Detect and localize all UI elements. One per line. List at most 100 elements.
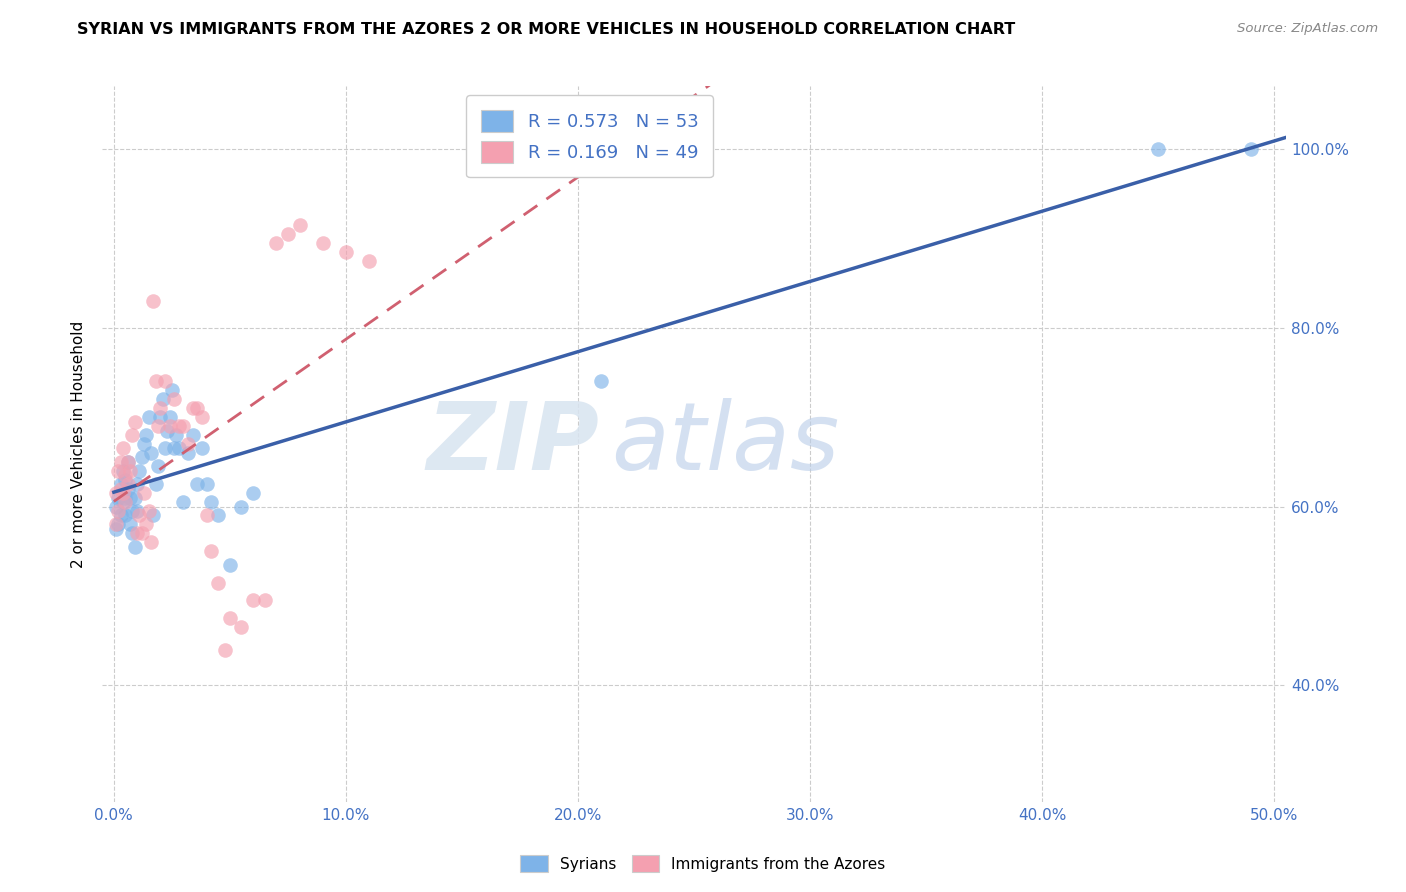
Point — [128, 464, 150, 478]
Point — [145, 375, 167, 389]
Point — [110, 477, 132, 491]
Point — [149, 401, 172, 416]
Text: atlas: atlas — [612, 399, 839, 490]
Point — [124, 540, 146, 554]
Point — [218, 611, 240, 625]
Point — [105, 522, 128, 536]
Point — [177, 437, 200, 451]
Point — [138, 410, 160, 425]
Point — [138, 504, 160, 518]
Point — [107, 464, 129, 478]
Point — [107, 504, 129, 518]
Point — [359, 253, 381, 268]
Point — [172, 419, 194, 434]
Point — [207, 575, 229, 590]
Point — [195, 477, 218, 491]
Text: ZIP: ZIP — [426, 398, 599, 490]
Point — [124, 415, 146, 429]
Point — [131, 526, 153, 541]
Point — [191, 442, 214, 456]
Point — [110, 508, 132, 523]
Point — [163, 442, 186, 456]
Point — [218, 558, 240, 572]
Point — [277, 227, 299, 241]
Point — [195, 508, 218, 523]
Point — [200, 544, 222, 558]
Point — [335, 244, 357, 259]
Point — [105, 486, 128, 500]
Point — [242, 593, 264, 607]
Point — [159, 410, 181, 425]
Point — [591, 375, 613, 389]
Point — [207, 508, 229, 523]
Y-axis label: 2 or more Vehicles in Household: 2 or more Vehicles in Household — [72, 320, 86, 567]
Point — [181, 428, 204, 442]
Point — [114, 508, 136, 523]
Point — [172, 495, 194, 509]
Point — [181, 401, 204, 416]
Point — [135, 428, 157, 442]
Point — [120, 464, 142, 478]
Point — [214, 642, 236, 657]
Point — [112, 486, 135, 500]
Point — [146, 419, 169, 434]
Point — [231, 500, 253, 514]
Text: SYRIAN VS IMMIGRANTS FROM THE AZORES 2 OR MORE VEHICLES IN HOUSEHOLD CORRELATION: SYRIAN VS IMMIGRANTS FROM THE AZORES 2 O… — [77, 22, 1015, 37]
Legend: R = 0.573   N = 53, R = 0.169   N = 49: R = 0.573 N = 53, R = 0.169 N = 49 — [467, 95, 713, 178]
Point — [114, 495, 136, 509]
Point — [153, 442, 176, 456]
Point — [142, 293, 165, 308]
Point — [105, 500, 128, 514]
Point — [253, 593, 276, 607]
Point — [110, 455, 132, 469]
Point — [139, 535, 162, 549]
Point — [186, 401, 208, 416]
Point — [149, 410, 172, 425]
Point — [156, 424, 179, 438]
Point — [117, 482, 139, 496]
Point — [139, 446, 162, 460]
Point — [117, 455, 139, 469]
Point — [117, 477, 139, 491]
Point — [177, 446, 200, 460]
Point — [167, 419, 190, 434]
Point — [160, 384, 183, 398]
Point — [153, 375, 176, 389]
Point — [120, 517, 142, 532]
Legend: Syrians, Immigrants from the Azores: Syrians, Immigrants from the Azores — [513, 847, 893, 880]
Point — [107, 517, 129, 532]
Point — [114, 468, 136, 483]
Point — [266, 235, 288, 250]
Point — [186, 477, 208, 491]
Point — [121, 428, 143, 442]
Point — [159, 419, 181, 434]
Point — [114, 491, 136, 505]
Point — [112, 464, 135, 478]
Point — [312, 235, 335, 250]
Point — [105, 517, 128, 532]
Point — [128, 508, 150, 523]
Point — [120, 491, 142, 505]
Point — [132, 437, 155, 451]
Point — [145, 477, 167, 491]
Text: Source: ZipAtlas.com: Source: ZipAtlas.com — [1237, 22, 1378, 36]
Point — [125, 477, 148, 491]
Point — [1240, 142, 1263, 156]
Point — [167, 442, 190, 456]
Point — [135, 517, 157, 532]
Point — [112, 442, 135, 456]
Point — [288, 218, 311, 232]
Point — [132, 486, 155, 500]
Point — [131, 450, 153, 465]
Point — [110, 482, 132, 496]
Point — [142, 508, 165, 523]
Point — [121, 526, 143, 541]
Point — [121, 504, 143, 518]
Point — [163, 392, 186, 407]
Point — [114, 473, 136, 487]
Point — [107, 491, 129, 505]
Point — [117, 455, 139, 469]
Point — [152, 392, 174, 407]
Point — [242, 486, 264, 500]
Point — [191, 410, 214, 425]
